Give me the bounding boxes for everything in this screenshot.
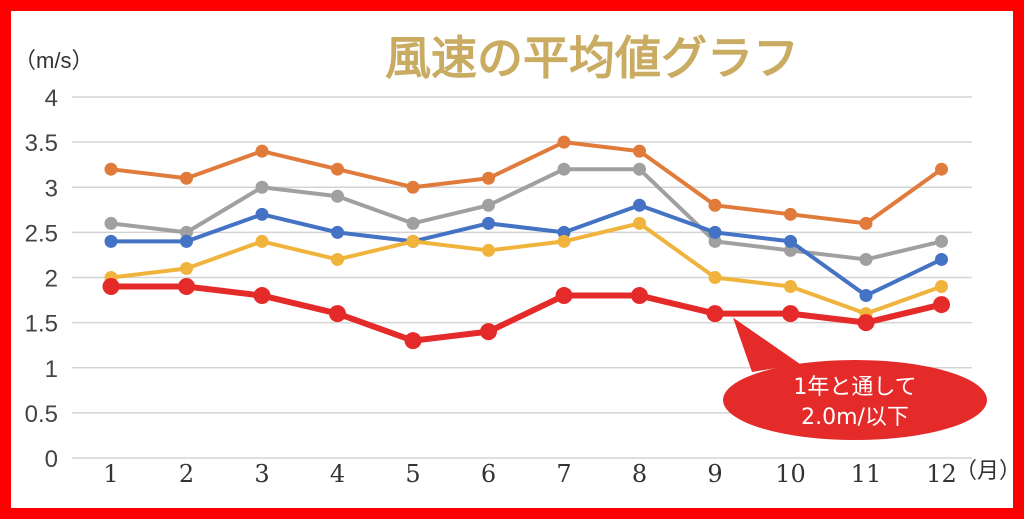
data-point — [482, 216, 495, 230]
data-point — [935, 162, 948, 176]
data-point — [784, 280, 797, 294]
x-axis-unit: （月） — [955, 458, 1021, 483]
data-point — [708, 271, 722, 284]
y-tick-label: 2 — [45, 266, 58, 293]
x-tick-label: 2 — [179, 460, 194, 488]
series-line — [109, 140, 944, 226]
series-line — [108, 283, 945, 344]
callout-line-2: 2.0m/以下 — [801, 405, 909, 430]
data-point — [633, 198, 646, 212]
x-tick-label: 12 — [926, 460, 957, 488]
data-point — [631, 287, 648, 305]
data-point — [104, 234, 118, 248]
data-point — [406, 216, 420, 230]
data-point — [782, 305, 799, 323]
data-point — [935, 280, 948, 294]
data-point — [933, 296, 950, 314]
y-tick-label: 1.5 — [25, 311, 58, 338]
x-tick-label: 11 — [851, 460, 882, 488]
data-point — [104, 216, 118, 230]
y-tick-label: 0 — [45, 446, 58, 473]
data-point — [255, 144, 269, 158]
data-point — [255, 234, 269, 248]
data-point — [708, 234, 722, 248]
data-point — [404, 332, 422, 350]
y-tick-label: 0.5 — [25, 401, 58, 428]
data-point — [935, 252, 948, 266]
x-tick-label: 4 — [330, 460, 345, 488]
data-point — [557, 162, 571, 176]
x-tick-label: 3 — [254, 460, 269, 488]
data-point — [857, 314, 875, 332]
data-point — [331, 162, 344, 176]
x-tick-label: 9 — [707, 460, 722, 488]
data-point — [557, 135, 571, 149]
data-point — [482, 171, 495, 185]
x-tick-label: 5 — [405, 460, 420, 488]
series-line — [109, 221, 944, 316]
chart-title: 風速の平均値グラフ — [385, 31, 799, 85]
y-tick-label: 2.5 — [25, 220, 58, 247]
y-tick-label: 3.5 — [25, 130, 58, 157]
data-point — [331, 189, 344, 203]
data-point — [480, 323, 497, 341]
data-point — [706, 305, 724, 323]
data-point — [708, 225, 722, 239]
data-point — [784, 207, 797, 221]
x-tick-label: 10 — [775, 460, 806, 488]
data-point — [482, 198, 495, 212]
y-tick-label: 1 — [45, 356, 58, 383]
data-point — [557, 234, 571, 248]
data-point — [406, 180, 420, 194]
data-point — [935, 234, 948, 248]
data-point — [253, 287, 271, 305]
data-point — [784, 243, 797, 257]
data-point — [255, 180, 269, 194]
data-point — [555, 287, 573, 305]
data-point — [633, 216, 646, 230]
data-point — [180, 234, 193, 248]
data-point — [406, 234, 420, 248]
data-point — [331, 252, 344, 266]
data-point — [104, 162, 118, 176]
x-tick-label: 7 — [556, 460, 571, 488]
data-point — [633, 162, 646, 176]
data-point — [331, 225, 344, 239]
series-lines — [102, 135, 950, 350]
data-point — [859, 289, 873, 303]
data-point — [633, 144, 646, 158]
y-tick-label: 3 — [45, 175, 58, 202]
data-point — [329, 305, 346, 323]
data-point — [180, 171, 193, 185]
callout-line-1: 1年と通して — [793, 375, 916, 400]
y-axis-unit: （m/s） — [14, 48, 93, 73]
series-line — [109, 203, 944, 298]
x-tick-label: 8 — [632, 460, 647, 488]
x-axis-ticks: 1 2 3 4 5 6 7 8 9 10 11 12 — [103, 460, 956, 488]
data-point — [180, 225, 193, 239]
x-tick-label: 1 — [103, 460, 118, 488]
data-point — [482, 243, 495, 257]
data-point — [859, 216, 873, 230]
data-point — [178, 278, 195, 296]
callout-pointer — [733, 317, 800, 372]
x-tick-label: 6 — [481, 460, 496, 488]
gridlines — [72, 96, 972, 459]
y-axis-ticks: 0 0.5 1 1.5 2 2.5 3 3.5 4 — [25, 85, 58, 473]
data-point — [255, 207, 269, 221]
callout-bubble — [723, 360, 987, 440]
y-tick-label: 4 — [45, 85, 58, 112]
data-point — [557, 225, 571, 239]
data-point — [708, 198, 722, 212]
data-point — [859, 252, 873, 266]
annotation-callout: 1年と通して 2.0m/以下 — [723, 317, 987, 440]
data-point — [102, 278, 120, 296]
data-point — [180, 261, 193, 275]
data-point — [784, 234, 797, 248]
